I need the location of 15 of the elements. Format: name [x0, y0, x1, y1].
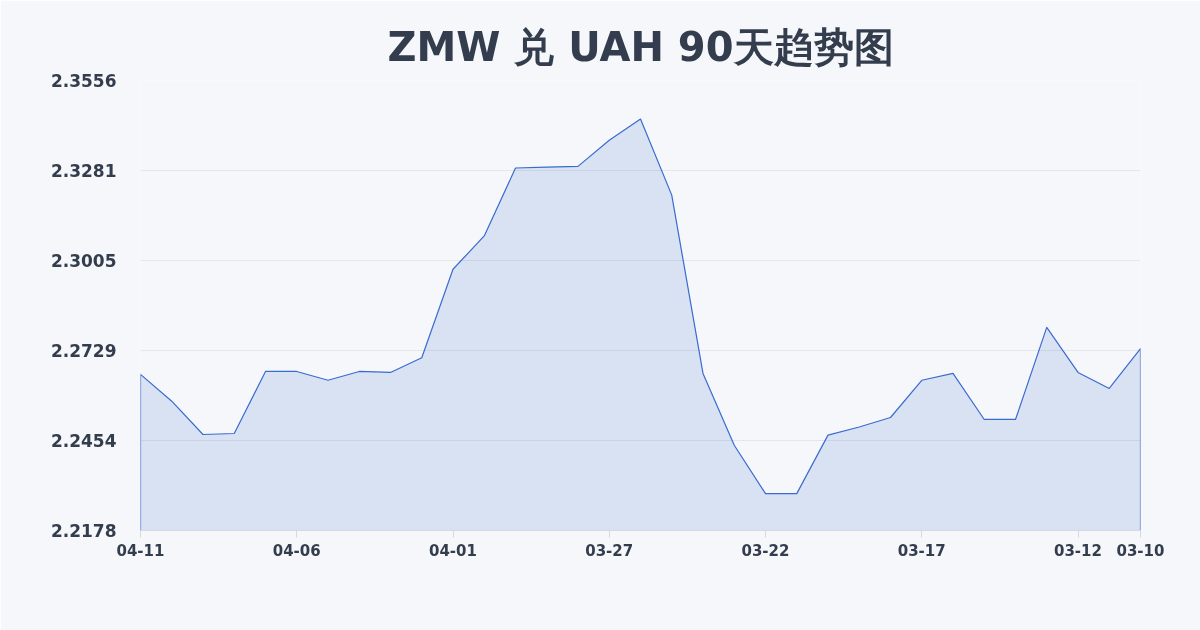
x-tick-label: 04-06 — [272, 541, 321, 560]
y-tick-label: 2.2178 — [50, 521, 117, 541]
x-tick-label: 03-27 — [585, 541, 634, 560]
x-tick-label: 03-17 — [897, 541, 946, 560]
x-tick-label: 03-12 — [1054, 541, 1102, 560]
x-tick-label: 04-11 — [116, 541, 165, 560]
y-tick-label: 2.2729 — [50, 341, 117, 362]
x-tick-label: 03-22 — [741, 541, 790, 560]
y-tick-label: 2.3281 — [50, 160, 117, 181]
y-tick-label: 2.2454 — [50, 430, 117, 451]
chart-title: ZMW 兑 UAH 90天趋势图 — [387, 23, 894, 70]
x-tick-label: 03-10 — [1116, 541, 1165, 560]
y-tick-label: 2.3556 — [50, 71, 117, 91]
x-tick-label: 04-01 — [429, 541, 477, 560]
y-tick-label: 2.3005 — [50, 250, 117, 271]
